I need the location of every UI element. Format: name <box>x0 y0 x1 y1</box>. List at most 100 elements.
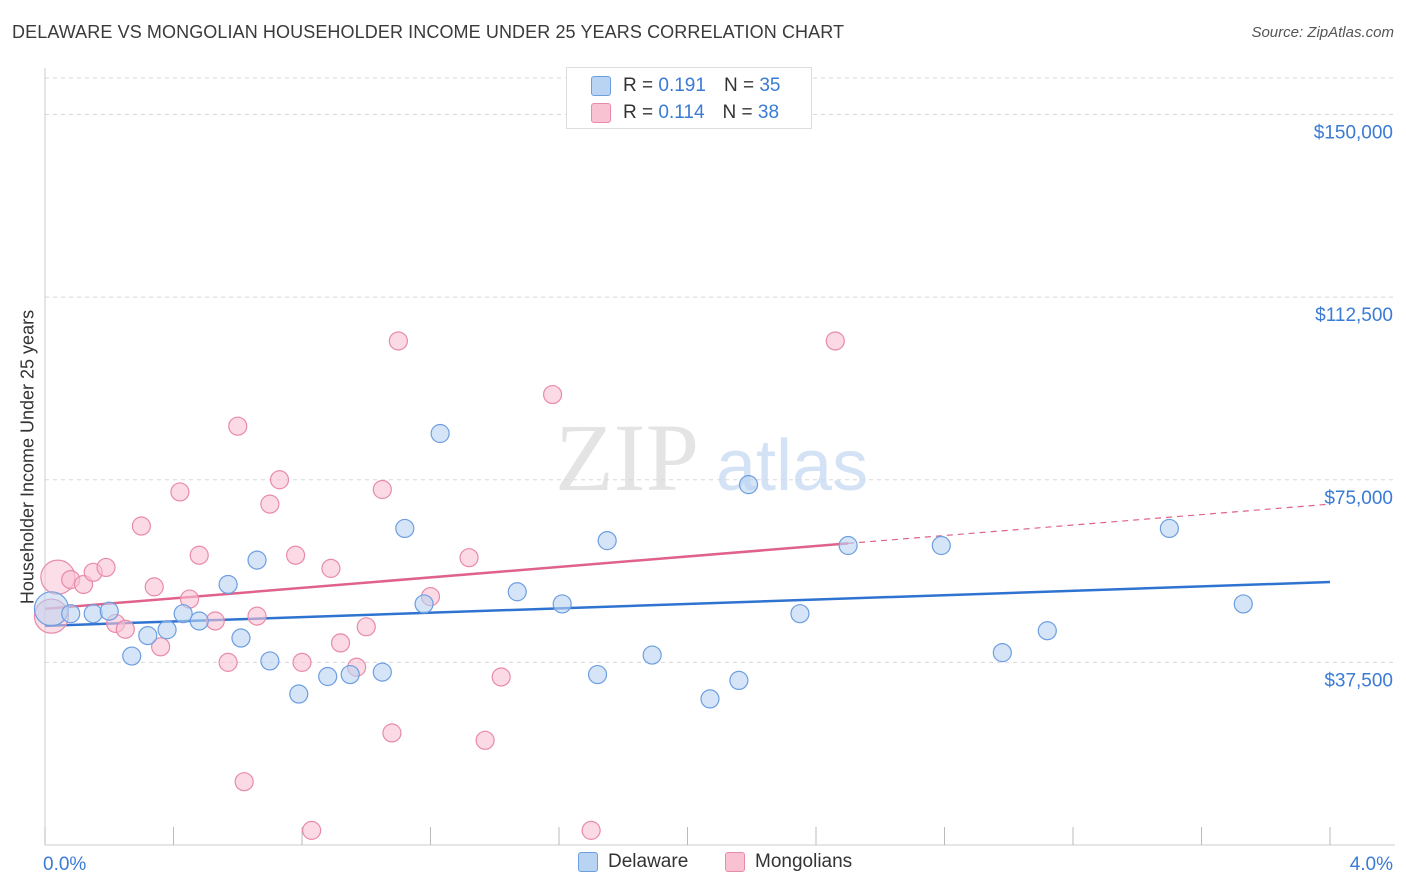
delaware-point <box>414 594 434 614</box>
delaware-swatch <box>591 76 611 96</box>
mongolians-point <box>356 617 376 637</box>
legend-item-delaware[interactable]: Delaware <box>578 851 688 873</box>
legend-item-mongolians[interactable]: Mongolians <box>725 851 852 873</box>
y-tick-label: $75,000 <box>1324 488 1393 509</box>
delaware-point <box>1233 594 1253 614</box>
mongolians-trend-line <box>44 542 849 611</box>
mongolians-point <box>205 611 225 631</box>
grid-lines <box>45 77 1395 663</box>
mongolians-point <box>372 479 392 500</box>
mongolians-swatch <box>591 103 611 123</box>
mongolians-point <box>170 482 190 502</box>
mongolians-n-value: 38 <box>757 102 780 123</box>
legend-row-mongolians: R = 0.114 N = 38 <box>591 101 779 125</box>
mongolians-point <box>491 667 511 687</box>
delaware-point <box>189 611 209 631</box>
delaware-point <box>430 423 450 444</box>
delaware-point <box>1159 518 1179 539</box>
mongolians-point <box>542 384 563 405</box>
mongolians-point <box>96 557 116 578</box>
delaware-point <box>318 666 338 687</box>
mongolians-r-value: 0.114 <box>658 102 705 123</box>
watermark-atlas: atlas <box>716 426 868 506</box>
n-label: N = <box>722 102 753 123</box>
delaware-point <box>122 646 142 666</box>
delaware-point <box>992 643 1012 663</box>
chart-title: DELAWARE VS MONGOLIAN HOUSEHOLDER INCOME… <box>12 22 845 42</box>
mongolians-point <box>218 652 238 672</box>
delaware-point <box>790 604 810 624</box>
delaware-point <box>340 664 360 685</box>
mongolians-point <box>388 331 408 351</box>
delaware-point <box>61 604 81 624</box>
y-tick-label: $37,500 <box>1324 670 1393 691</box>
delaware-point <box>289 684 309 704</box>
delaware-n-value: 35 <box>759 75 781 96</box>
legend-label-mongolians: Mongolians <box>755 851 853 872</box>
delaware-point <box>173 604 193 624</box>
y-tick-label: $150,000 <box>1314 123 1393 144</box>
legend-row-delaware: R = 0.191 N = 35 <box>591 74 780 98</box>
mongolians-point <box>234 772 254 792</box>
mongolians-point <box>285 545 306 565</box>
mongolians-point <box>247 606 267 626</box>
legend-label-delaware: Delaware <box>608 851 689 872</box>
delaware-point <box>552 594 572 614</box>
delaware-point <box>1037 621 1057 641</box>
mongolians-point <box>151 637 171 657</box>
delaware-point <box>395 518 415 539</box>
mongolians-point <box>228 416 248 436</box>
axes <box>44 68 1395 846</box>
mongolians-trend-line-projection <box>848 503 1331 544</box>
mongolians-point <box>131 516 151 536</box>
delaware-point <box>231 628 251 648</box>
mongolians-point <box>115 619 135 639</box>
delaware-point <box>83 604 103 624</box>
x-tick-label: 0.0% <box>43 854 86 875</box>
delaware-point <box>931 535 951 556</box>
mongolians-swatch <box>725 852 745 872</box>
delaware-point <box>218 574 238 595</box>
mongolians-point <box>144 577 164 597</box>
delaware-point <box>372 662 392 682</box>
delaware-point <box>838 535 858 556</box>
data-points <box>33 331 1253 840</box>
delaware-point <box>99 601 119 621</box>
r-label: R = <box>623 75 654 96</box>
delaware-swatch <box>578 852 598 872</box>
x-tick-label: 4.0% <box>1350 854 1393 875</box>
mongolians-point <box>321 558 341 578</box>
watermark-zip: ZIP <box>555 404 699 511</box>
trend-lines <box>44 503 1331 628</box>
delaware-trend-line <box>44 580 1331 628</box>
delaware-point <box>247 550 267 570</box>
mongolians-point <box>292 652 312 672</box>
y-tick-label: $112,500 <box>1315 305 1393 326</box>
n-label: N = <box>723 75 755 96</box>
mongolians-point <box>581 820 601 840</box>
delaware-point <box>738 475 759 495</box>
mongolians-point <box>475 730 495 750</box>
delaware-point <box>157 620 177 640</box>
delaware-point <box>507 582 527 602</box>
series-legend: Delaware Mongolians <box>0 851 1406 877</box>
delaware-point <box>587 664 608 685</box>
mongolians-point <box>260 494 280 514</box>
delaware-point <box>700 689 720 709</box>
mongolians-point <box>269 470 290 490</box>
delaware-point <box>642 645 662 665</box>
tick-labels: $37,500 $75,000 $112,500 $150,000 0.0% 4.0% <box>43 123 1393 875</box>
mongolians-point <box>459 548 479 568</box>
delaware-point <box>260 651 280 671</box>
stats-legend: R = 0.191 N = 35 R = 0.114 N = 38 <box>566 67 812 129</box>
r-label: R = <box>623 102 654 123</box>
delaware-point <box>138 625 158 646</box>
mongolians-point <box>189 545 209 565</box>
delaware-point <box>729 670 749 690</box>
mongolians-point <box>825 331 845 351</box>
delaware-point <box>597 531 617 551</box>
mongolians-point <box>330 633 351 653</box>
mongolians-point <box>382 723 402 743</box>
delaware-r-value: 0.191 <box>658 75 706 96</box>
